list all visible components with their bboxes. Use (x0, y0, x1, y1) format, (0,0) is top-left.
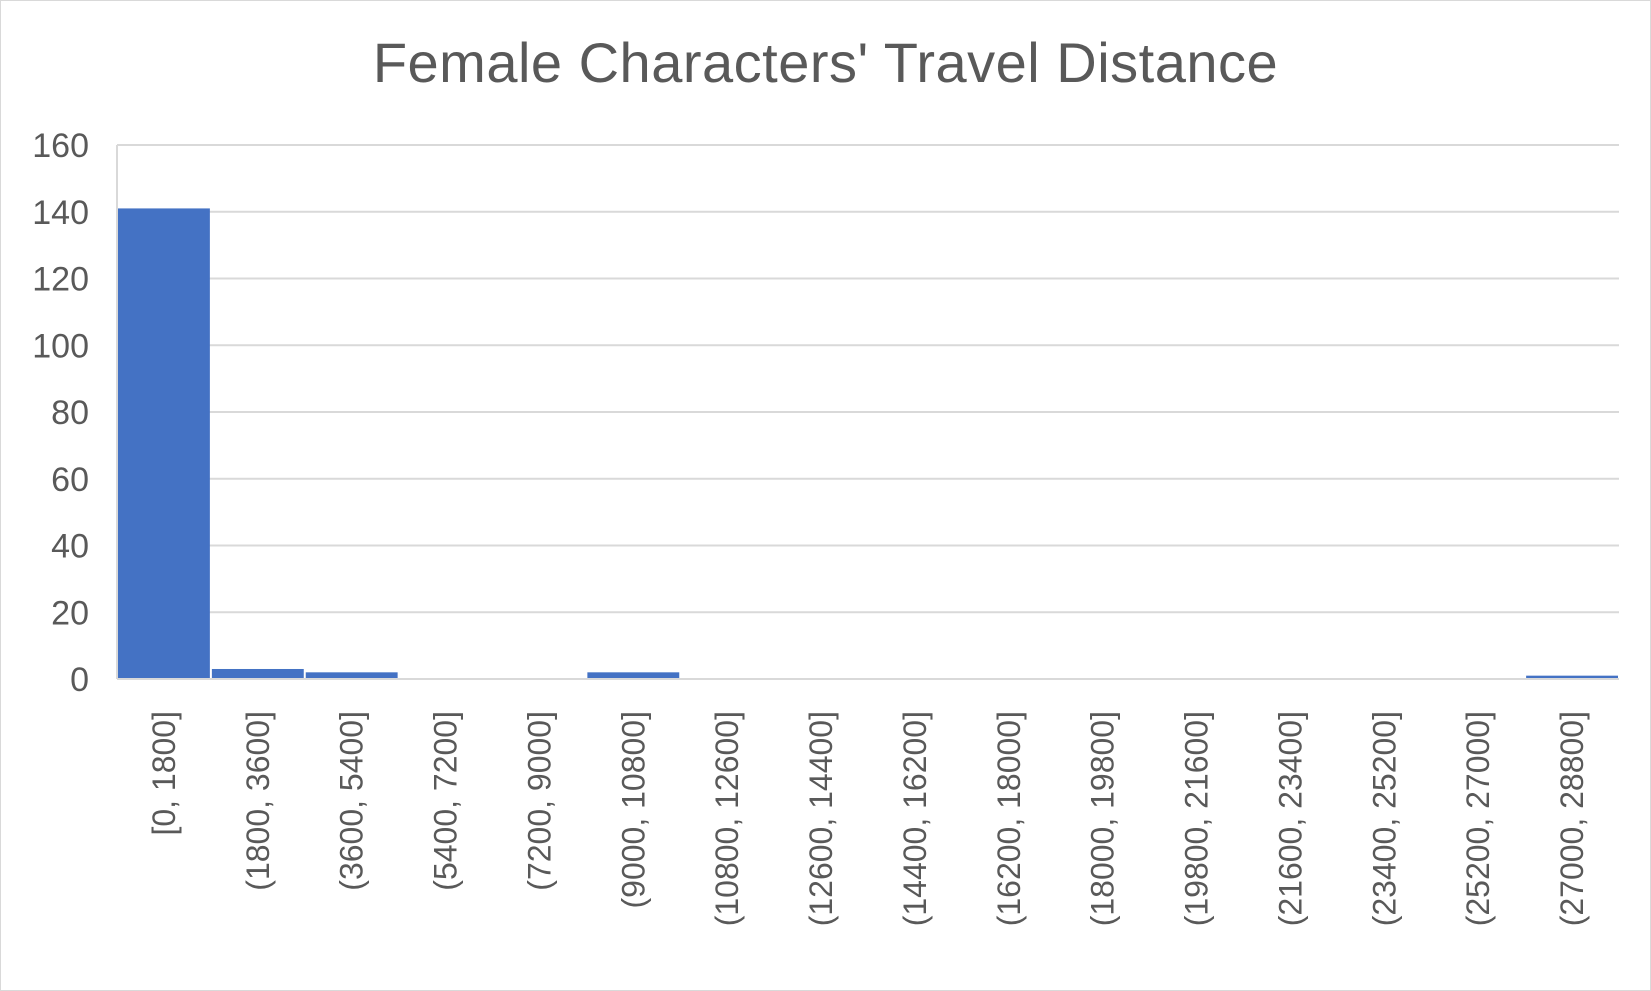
bar (211, 668, 304, 679)
x-tick-label: (23400, 25200] (1366, 711, 1402, 926)
y-tick-label: 60 (51, 461, 89, 499)
axes (116, 145, 1619, 680)
x-tick-label: (9000, 10800] (615, 711, 651, 909)
x-tick-label: (25200, 27000] (1460, 711, 1496, 926)
chart-title: Female Characters' Travel Distance (372, 31, 1279, 94)
x-tick-label: (1800, 3600] (240, 711, 276, 891)
gridlines (117, 144, 1619, 614)
x-tick-label: (16200, 18000] (991, 711, 1027, 926)
x-tick-label: (21600, 23400] (1272, 711, 1308, 926)
bars (118, 208, 1618, 679)
x-tick-label: (12600, 14400] (803, 711, 839, 926)
y-tick-labels: 0 20 40 60 80 100 120 140 160 (32, 127, 89, 699)
bar (305, 672, 398, 679)
bar (587, 672, 680, 679)
y-tick-label: 100 (32, 327, 89, 365)
bar (118, 208, 210, 679)
x-tick-label: (3600, 5400] (334, 711, 370, 891)
x-tick-label: (14400, 16200] (897, 711, 933, 926)
x-tick-label: [0, 1800] (146, 711, 182, 836)
x-tick-label: (7200, 9000] (521, 711, 557, 891)
y-tick-label: 80 (51, 394, 89, 432)
x-tick-label: (27000, 28800] (1554, 711, 1590, 926)
x-tick-label: (5400, 7200] (428, 711, 464, 891)
x-tick-label: (19800, 21600] (1179, 711, 1215, 926)
y-tick-label: 120 (32, 261, 89, 299)
bar (1526, 675, 1618, 679)
x-tick-label: (10800, 12600] (709, 711, 745, 926)
y-tick-label: 140 (32, 194, 89, 232)
x-tick-labels: [0, 1800] (1800, 3600] (3600, 5400] (5400, … (146, 711, 1590, 926)
y-tick-label: 40 (51, 528, 89, 566)
y-tick-label: 0 (70, 661, 89, 699)
y-tick-label: 160 (32, 127, 89, 165)
y-tick-label: 20 (51, 594, 89, 632)
x-tick-label: (18000, 19800] (1085, 711, 1121, 926)
